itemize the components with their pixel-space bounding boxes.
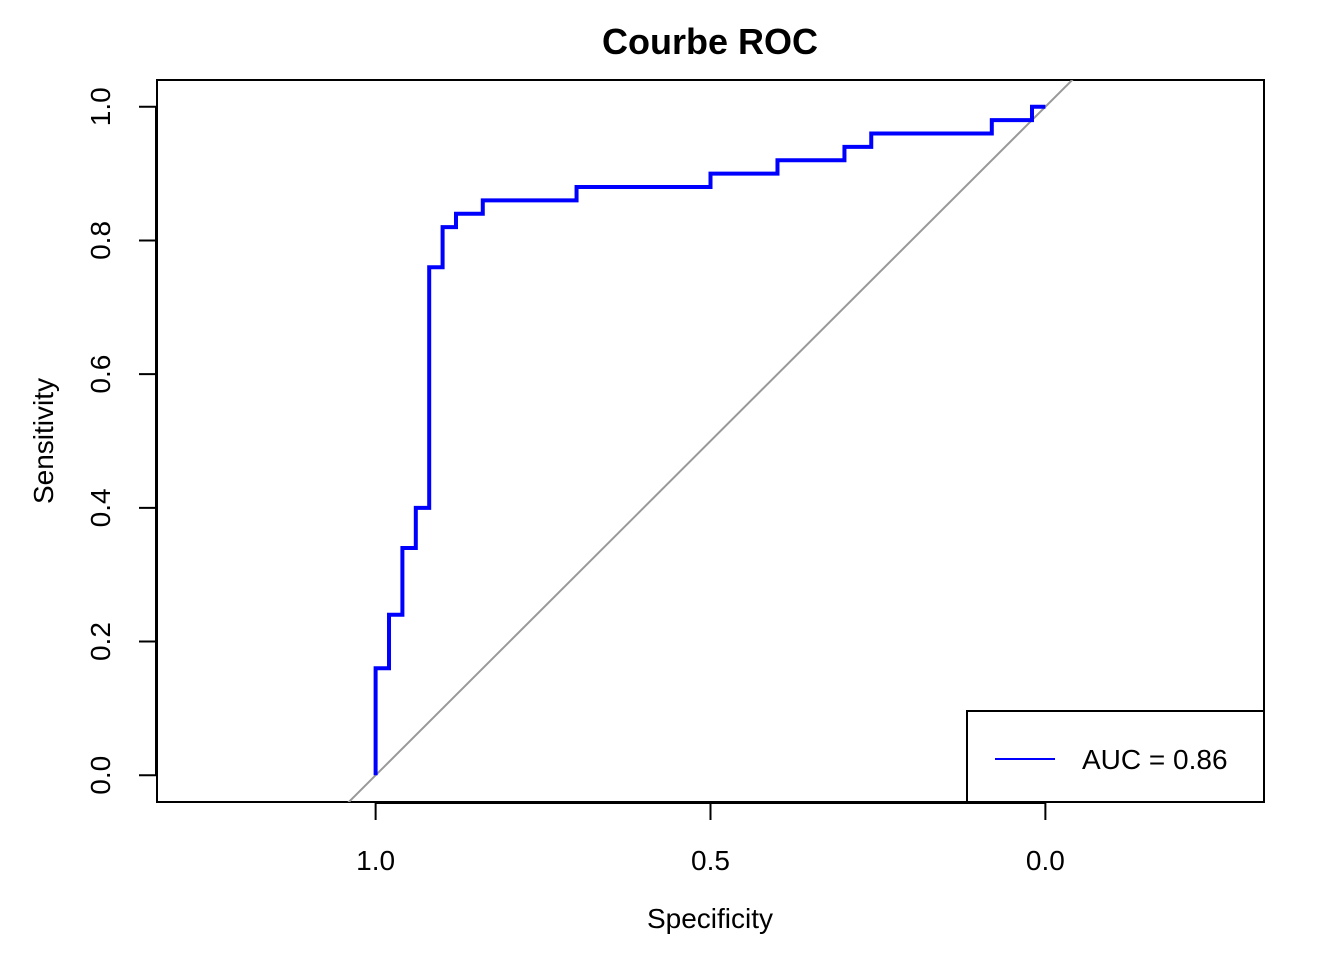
x-axis-label: Specificity <box>647 903 773 934</box>
x-tick-label: 0.0 <box>1026 845 1065 876</box>
y-tick-label: 1.0 <box>85 87 116 126</box>
y-axis-label: Sensitivity <box>28 378 59 504</box>
y-tick-label: 0.2 <box>85 622 116 661</box>
y-tick-label: 0.4 <box>85 488 116 527</box>
y-axis: 0.0 0.2 0.4 0.6 0.8 1.0 <box>85 87 157 795</box>
legend-entry-label: AUC = 0.86 <box>1082 744 1228 775</box>
y-tick-label: 0.8 <box>85 221 116 260</box>
y-tick-label: 0.6 <box>85 355 116 394</box>
legend: AUC = 0.86 <box>966 710 1265 803</box>
reference-diagonal-line <box>347 80 1074 802</box>
roc-curve-line <box>373 104 1046 776</box>
x-tick-label: 1.0 <box>356 845 395 876</box>
y-tick-label: 0.0 <box>85 756 116 795</box>
legend-box <box>966 710 1265 803</box>
x-tick-label: 0.5 <box>691 845 730 876</box>
x-axis: 1.0 0.5 0.0 <box>356 802 1065 876</box>
chart-title: Courbe ROC <box>602 21 818 62</box>
